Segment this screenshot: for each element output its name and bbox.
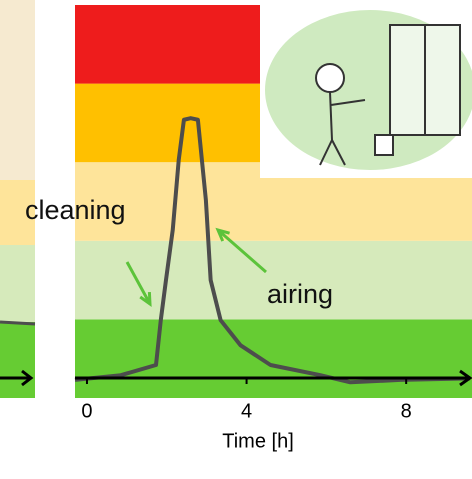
x-tick-label: 8 xyxy=(401,400,412,422)
x-tick-label: 0 xyxy=(81,400,92,422)
annotation: cleaning xyxy=(25,195,126,225)
x-tick-label: 4 xyxy=(241,400,252,422)
figure-head xyxy=(316,64,344,92)
annotation: airing xyxy=(267,279,333,309)
band xyxy=(75,319,472,398)
band xyxy=(0,322,35,398)
x-axis-label: Time [h] xyxy=(222,430,294,452)
band xyxy=(0,245,35,322)
line-crop xyxy=(0,322,35,324)
illustration xyxy=(260,5,472,178)
chart: 0 4 8 Time [h] cleaning airing xyxy=(0,0,472,479)
bucket xyxy=(375,135,393,155)
illustration-crop xyxy=(0,0,35,180)
